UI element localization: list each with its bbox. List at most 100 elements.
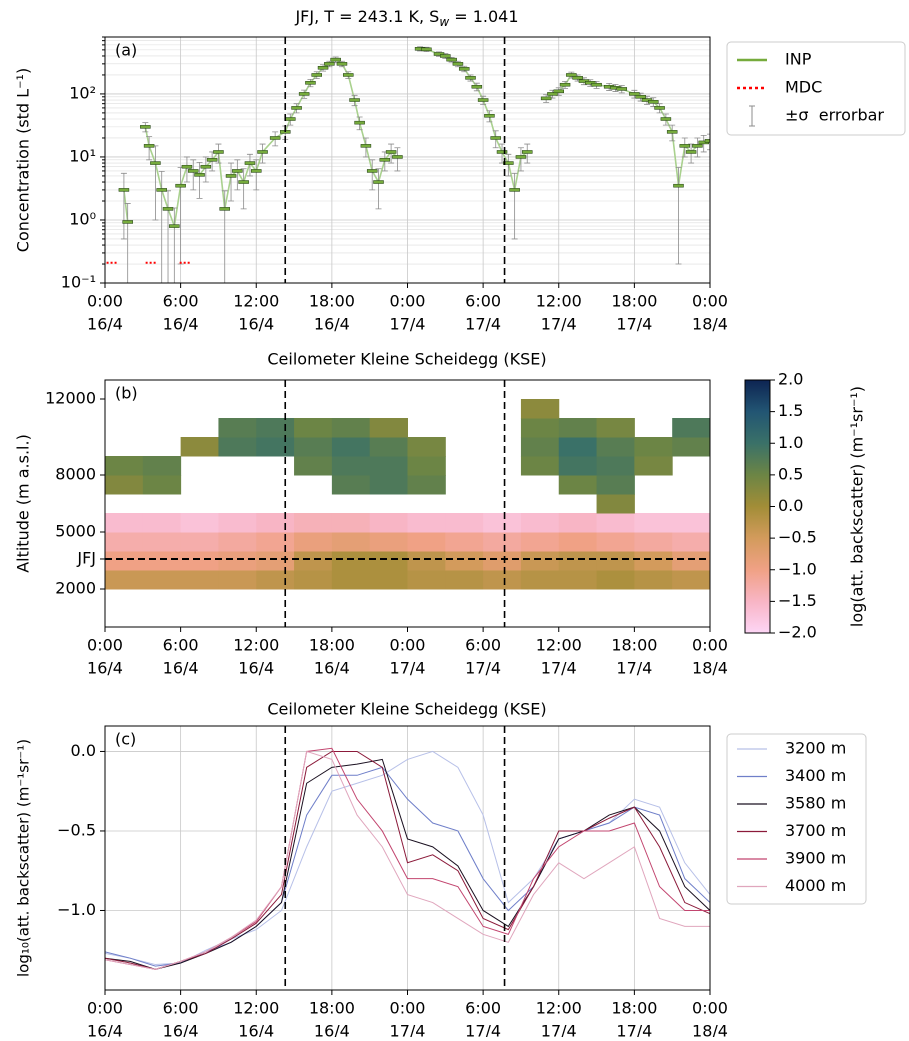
legend-label: INP <box>785 50 812 69</box>
heat-cell <box>407 475 446 495</box>
inp-marker <box>641 98 653 102</box>
heat-cell <box>256 418 295 438</box>
inp-marker <box>343 73 354 77</box>
inp-marker <box>360 144 372 148</box>
heat-cell <box>596 418 635 438</box>
y-tick-label: 8000 <box>55 465 96 484</box>
heat-cell <box>331 570 371 590</box>
heat-cell <box>634 513 673 533</box>
x-tick-date: 18/4 <box>692 315 728 334</box>
colorbar-tick-label: −1.0 <box>778 559 817 578</box>
inp-marker <box>122 220 133 224</box>
inp-marker <box>140 125 151 129</box>
inp-marker <box>379 158 391 162</box>
y-tick-label: 10⁰ <box>69 209 96 228</box>
error-bar <box>158 170 165 283</box>
inp-marker <box>635 95 646 99</box>
heat-cell <box>558 570 598 590</box>
inp-marker <box>349 98 360 102</box>
heat-cell <box>558 456 598 476</box>
y-tick-label: 2000 <box>55 579 96 598</box>
heat-cell <box>331 532 371 552</box>
x-tick-date: 16/4 <box>314 1022 350 1038</box>
error-bar <box>196 161 203 199</box>
axes-frame <box>104 379 711 628</box>
heat-cell <box>180 551 219 571</box>
inp-marker <box>553 89 564 94</box>
heat-cell <box>142 456 182 476</box>
chart-title: Ceilometer Kleine Scheidegg (KSE) <box>267 350 546 369</box>
axes-frame <box>104 725 711 991</box>
x-tick-label: 0:00 <box>692 292 728 311</box>
x-tick-date: 16/4 <box>163 659 199 678</box>
heat-cell <box>294 532 333 552</box>
heat-cell <box>331 475 371 495</box>
x-tick-label: 6:00 <box>465 999 501 1018</box>
inp-marker <box>440 54 451 58</box>
inp-marker <box>458 67 470 71</box>
heat-cell <box>634 437 673 457</box>
heat-cell <box>218 551 257 571</box>
x-tick-label: 12:00 <box>536 292 582 311</box>
inp-marker <box>291 106 302 110</box>
error-bar <box>707 133 710 151</box>
heat-cell <box>294 551 333 571</box>
x-tick-label: 0:00 <box>390 292 426 311</box>
x-tick-label: 0:00 <box>87 999 123 1018</box>
inp-marker <box>433 52 445 56</box>
heat-cell <box>294 418 333 438</box>
x-tick-date: 16/4 <box>238 1022 274 1038</box>
inp-marker <box>559 82 571 87</box>
x-tick-date: 17/4 <box>465 1022 501 1038</box>
y-axis-label: Concentration (std L⁻¹) <box>14 68 33 252</box>
error-bar <box>675 167 682 265</box>
axes-frame <box>104 36 711 284</box>
heat-cell <box>369 475 408 495</box>
colorbar-tick-label: 0.5 <box>778 464 803 483</box>
colorbar-label: log(att. backscatter) (m⁻¹sr⁻¹) <box>848 386 867 627</box>
error-bar <box>253 159 260 191</box>
error-bar <box>234 159 241 191</box>
inp-marker <box>213 150 224 154</box>
x-tick-date: 16/4 <box>87 659 123 678</box>
error-bar <box>228 162 235 202</box>
panel-label: (a) <box>115 41 137 60</box>
heat-cell <box>520 456 560 476</box>
colorbar-tick-label: −2.0 <box>778 623 817 642</box>
inp-marker <box>150 161 161 165</box>
legend-label: 3900 m <box>785 849 846 868</box>
x-tick-date: 17/4 <box>616 1022 652 1038</box>
x-tick-label: 0:00 <box>390 999 426 1018</box>
heat-cell <box>331 437 371 457</box>
inp-marker <box>692 144 703 148</box>
legend-label: 4000 m <box>785 876 846 895</box>
x-tick-date: 16/4 <box>163 315 199 334</box>
x-tick-date: 17/4 <box>616 659 652 678</box>
x-tick-label: 0:00 <box>390 636 426 655</box>
heat-cell <box>596 456 635 476</box>
heat-cell <box>596 494 635 514</box>
series-line <box>105 750 710 970</box>
inp-marker <box>285 117 296 121</box>
error-bar <box>202 156 209 183</box>
inp-marker <box>175 183 186 188</box>
inp-marker <box>324 62 335 66</box>
x-tick-date: 16/4 <box>238 659 274 678</box>
x-tick-date: 16/4 <box>87 315 123 334</box>
heat-cell <box>634 532 673 552</box>
legend-label: 3580 m <box>785 794 846 813</box>
heat-cell <box>331 551 371 571</box>
x-tick-date: 17/4 <box>465 315 501 334</box>
error-bar <box>517 147 524 172</box>
inp-marker <box>660 117 672 121</box>
colorbar-tick-label: 2.0 <box>778 370 803 389</box>
heat-cell <box>672 570 710 590</box>
heat-cell <box>294 456 333 476</box>
heat-cell <box>558 475 598 495</box>
inp-marker <box>496 150 508 154</box>
heat-cell <box>596 475 635 495</box>
heat-cell <box>483 551 522 571</box>
heat-cell <box>520 551 560 571</box>
inp-marker <box>354 120 365 125</box>
inp-marker <box>509 188 520 192</box>
